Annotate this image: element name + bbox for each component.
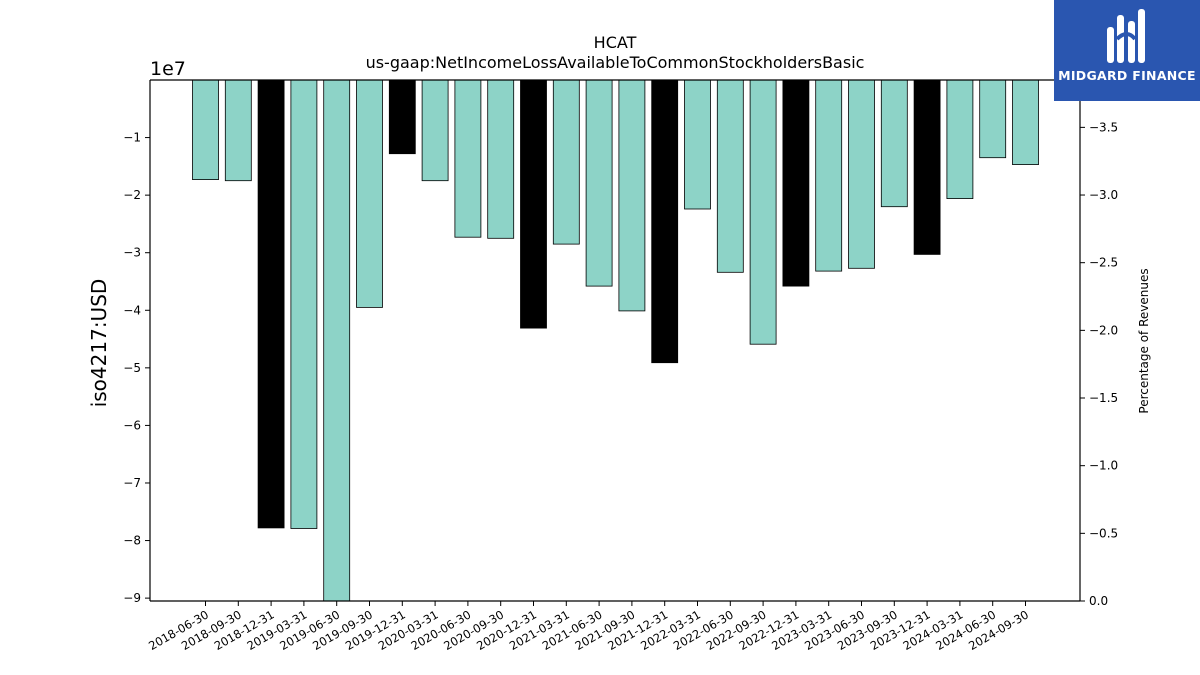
y2-axis-label: Percentage of Revenues (1137, 268, 1151, 413)
bar-2018-06-30 (192, 79, 219, 180)
bar-2024-06-30 (979, 79, 1007, 159)
chart-title: HCAT (594, 33, 637, 52)
logo-text: MIDGARD FINANCE (1058, 68, 1196, 83)
y-tick-label: −6 (123, 418, 141, 432)
bar-2018-09-30 (224, 79, 252, 182)
bar-2024-03-31 (946, 79, 974, 199)
bar-2022-06-30 (716, 79, 744, 273)
y-tick-label: −9 (123, 591, 141, 605)
bars (192, 79, 1039, 602)
bar-2023-03-31 (815, 79, 843, 272)
bar-2019-03-31 (290, 79, 318, 529)
bar-2020-09-30 (487, 79, 515, 239)
bar-2023-09-30 (880, 79, 908, 208)
bar-2021-06-30 (585, 79, 613, 287)
bar-2020-12-31 (520, 79, 547, 329)
bar-2022-12-31 (782, 79, 810, 287)
bar-2023-06-30 (848, 79, 875, 269)
bar-2022-09-30 (749, 79, 777, 345)
chart-subtitle: us-gaap:NetIncomeLossAvailableToCommonSt… (366, 53, 865, 72)
y2-tick-label: −0.5 (1089, 526, 1118, 540)
bar-2020-03-31 (421, 79, 449, 182)
bar-2019-12-31 (388, 79, 416, 155)
y-tick-label: −2 (123, 188, 141, 202)
y2-tick-label: −3.0 (1089, 188, 1118, 202)
bar-2023-12-31 (913, 79, 941, 255)
y-offset-label: 1e7 (150, 58, 186, 80)
y2-tick-label: −3.5 (1089, 120, 1118, 134)
bar-2021-03-31 (552, 79, 580, 245)
midgard-logo-icon (1107, 9, 1145, 63)
y2-tick-label: −1.0 (1089, 459, 1118, 473)
bar-2019-06-30 (323, 79, 351, 602)
y-axis-ticks: −1 −2 −3 −4 −5 −6 −7 −8 −9 (123, 131, 150, 605)
bar-2024-09-30 (1012, 79, 1039, 165)
y2-tick-label: −2.5 (1089, 256, 1118, 270)
y2-tick-label: −2.0 (1089, 323, 1118, 337)
bar-2021-09-30 (618, 79, 646, 312)
y2-axis-ticks: −3.5 −3.0 −2.5 −2.0 −1.5 −1.0 −0.5 0.0 (1080, 120, 1118, 608)
y-tick-label: −4 (123, 303, 141, 317)
y-axis-label: iso4217:USD (87, 279, 111, 408)
y2-tick-label: 0.0 (1089, 594, 1108, 608)
y-tick-label: −1 (123, 131, 141, 145)
y-tick-label: −8 (123, 534, 141, 548)
midgard-finance-logo: MIDGARD FINANCE (1054, 0, 1200, 101)
x-axis-ticks: 2018-06-302018-09-302018-12-312019-03-31… (146, 601, 1031, 653)
bar-2018-12-31 (257, 79, 285, 529)
y-tick-label: −3 (123, 246, 141, 260)
y2-tick-label: −1.5 (1089, 391, 1118, 405)
bar-2019-09-30 (356, 79, 383, 308)
bar-2020-06-30 (454, 79, 482, 238)
bar-2022-03-31 (684, 79, 711, 210)
bar-2021-12-31 (651, 79, 679, 364)
y-tick-label: −5 (123, 361, 141, 375)
axes-frame (149, 79, 1081, 602)
y-tick-label: −7 (123, 476, 141, 490)
